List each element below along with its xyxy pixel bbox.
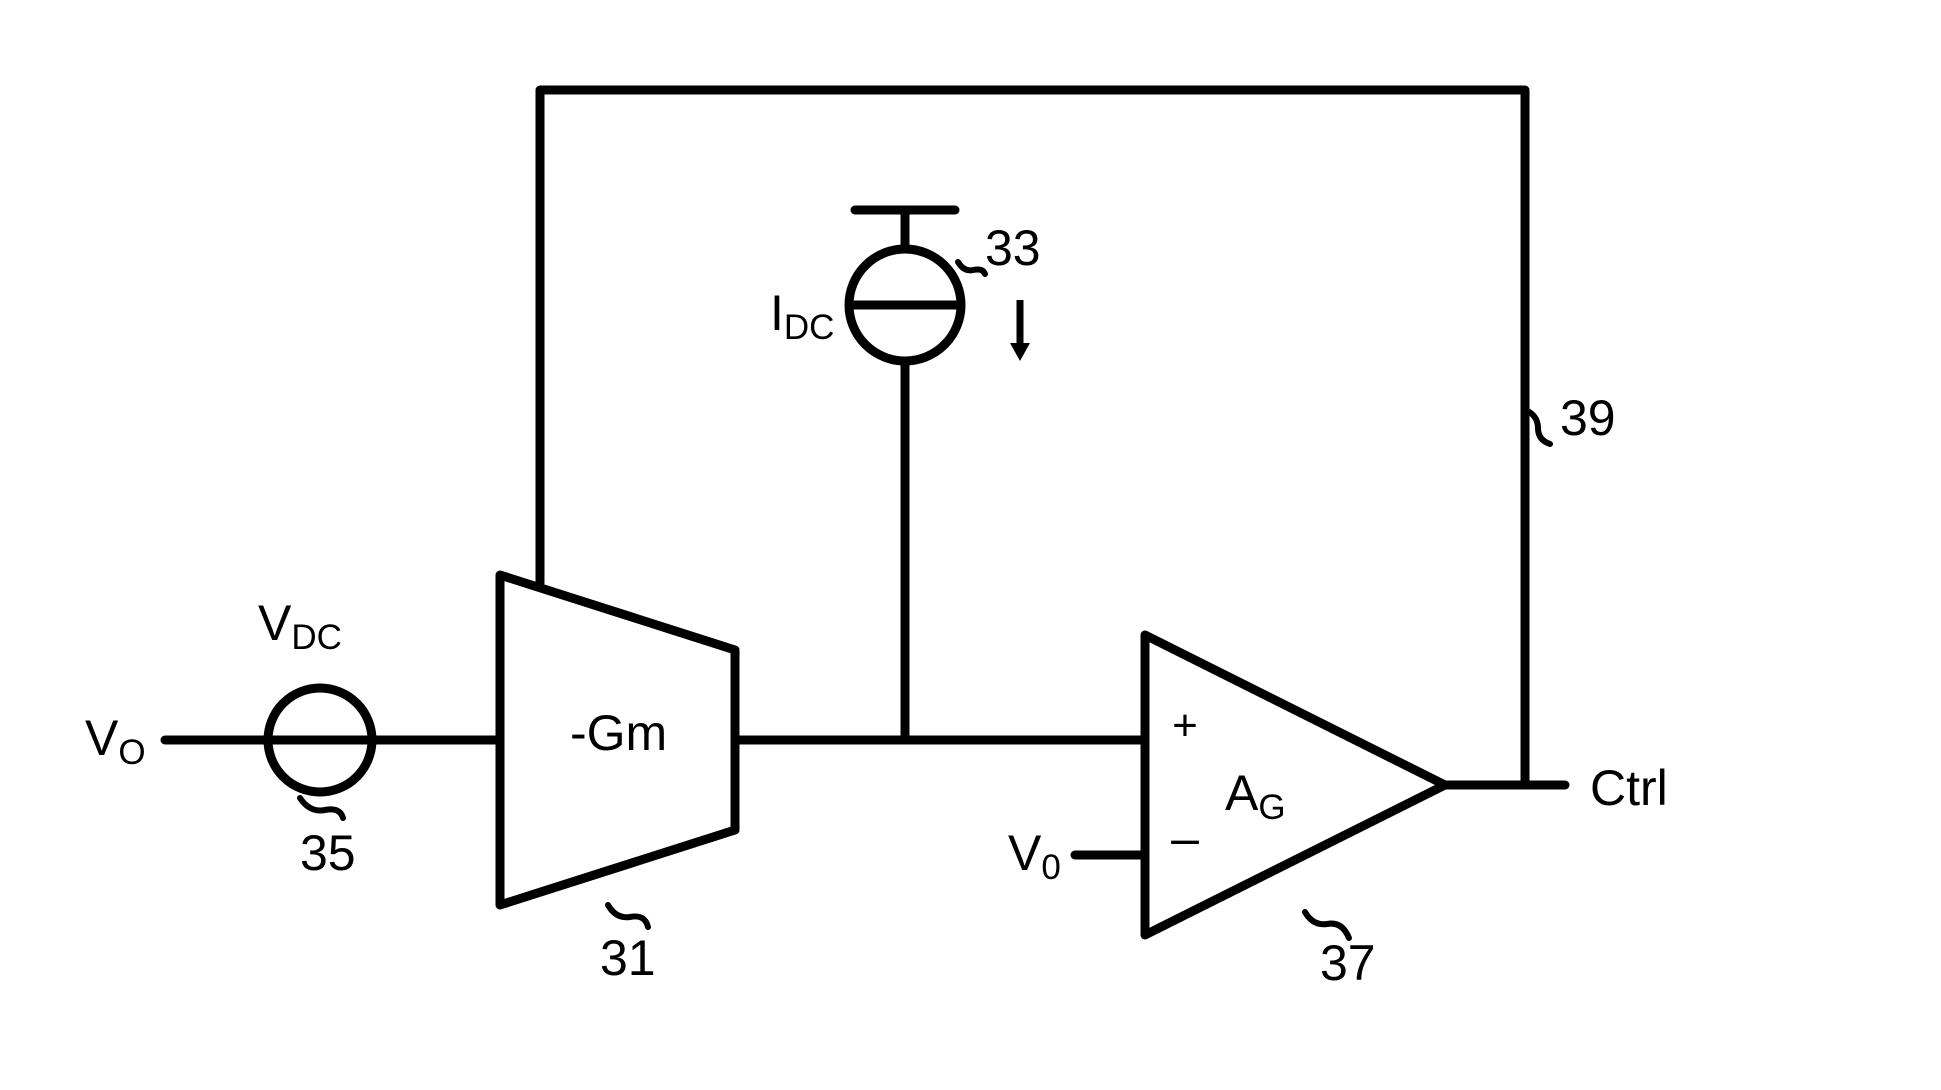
port-vo-in: VO <box>85 710 146 772</box>
circuit-diagram: VDC IDC -Gm AG + – VO V0 Ctrl 35 33 31 37 39 <box>0 0 1941 1090</box>
ref-33: 33 <box>985 220 1041 276</box>
port-vo-amp: V0 <box>1008 825 1061 887</box>
ref-squiggle-0 <box>300 798 343 818</box>
ref-squiggle-2 <box>608 905 648 927</box>
opamp <box>1145 635 1445 935</box>
idc-label: IDC <box>770 285 834 347</box>
gm-label: -Gm <box>570 705 667 761</box>
opamp-plus: + <box>1172 701 1198 750</box>
ref-37: 37 <box>1320 935 1376 991</box>
opamp-minus: – <box>1171 810 1199 866</box>
opamp-label: AG <box>1225 765 1286 827</box>
ref-31: 31 <box>600 930 656 986</box>
vdc-label: VDC <box>258 595 342 657</box>
ref-39: 39 <box>1560 390 1616 446</box>
idc-arrow-head <box>1010 343 1030 361</box>
ref-35: 35 <box>300 825 356 881</box>
port-ctrl: Ctrl <box>1590 760 1668 816</box>
ref-squiggle-1 <box>958 262 985 274</box>
ref-squiggle-4 <box>1526 410 1550 444</box>
nodes <box>268 249 1445 935</box>
wire-8 <box>540 90 1525 785</box>
